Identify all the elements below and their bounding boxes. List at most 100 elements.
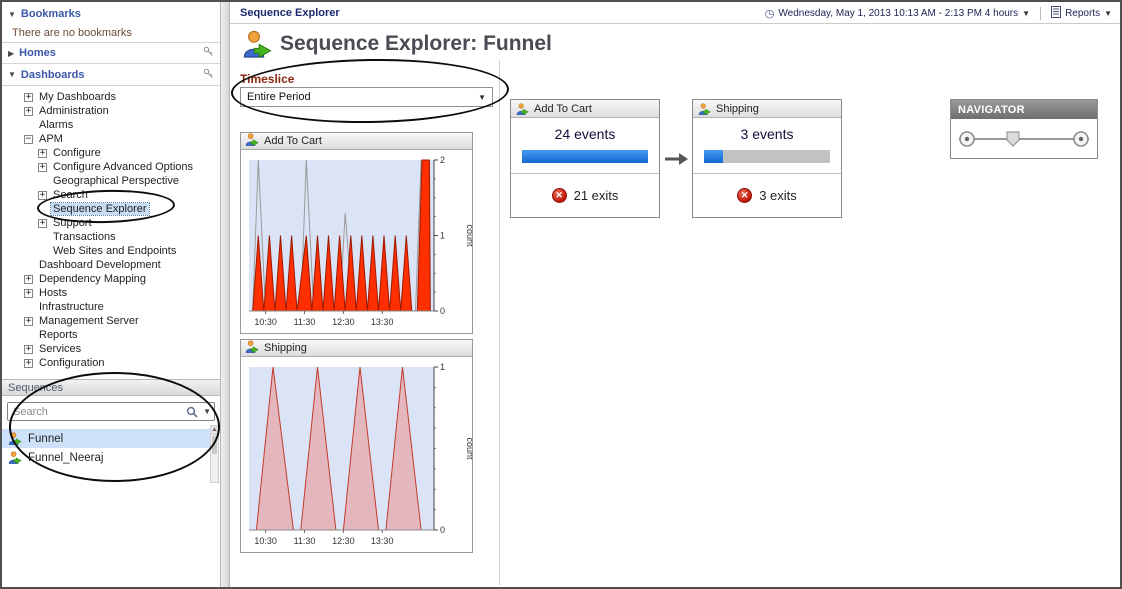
tree-item-label: Web Sites and Endpoints	[53, 245, 177, 257]
homes-section-header[interactable]: ▶ Homes	[2, 42, 220, 64]
tree-item-apm[interactable]: − APM	[2, 132, 220, 146]
funnel-exits-count: 21 exits	[573, 188, 619, 203]
tree-item-label: Search	[53, 189, 88, 201]
dashboards-tree: + My Dashboards + Administration Alarms − APM +…	[2, 86, 220, 370]
scrollbar-thumb[interactable]	[212, 436, 217, 454]
tree-item-label: Administration	[39, 105, 109, 117]
area-chart: 0 1 2 10:30 11:30 12:30 13:30 count	[249, 155, 472, 327]
tree-item-management-server[interactable]: + Management Server	[2, 314, 220, 328]
sequence-explorer-icon	[242, 30, 272, 63]
section-tool-icon[interactable]	[203, 68, 214, 82]
tree-item-administration[interactable]: + Administration	[2, 104, 220, 118]
tree-item-services[interactable]: + Services	[2, 342, 220, 356]
triangle-down-icon: ▼	[8, 9, 16, 19]
tree-item-infrastructure[interactable]: Infrastructure	[2, 300, 220, 314]
sequence-person-icon	[516, 102, 529, 115]
bookmarks-section-header[interactable]: ▼ Bookmarks	[2, 4, 220, 24]
tree-item-label: Dependency Mapping	[39, 273, 147, 285]
tree-item-reports[interactable]: Reports	[2, 328, 220, 342]
reports-button[interactable]: Reports	[1065, 7, 1101, 19]
expand-icon[interactable]: +	[38, 217, 47, 228]
expand-icon[interactable]: +	[24, 105, 33, 116]
scroll-up-icon[interactable]: ▲	[211, 426, 218, 435]
tree-item-web-sites-and-endpoints[interactable]: Web Sites and Endpoints	[2, 244, 220, 258]
time-range-selector[interactable]: Wednesday, May 1, 2013 10:13 AM - 2:13 P…	[778, 7, 1019, 19]
expand-icon[interactable]: +	[24, 287, 33, 298]
section-tool-icon[interactable]	[203, 46, 214, 60]
slider-position-marker[interactable]	[1006, 131, 1020, 147]
sequence-step-icon	[245, 340, 259, 356]
funnel-events-count: 24 events	[554, 126, 616, 142]
funnel-progress-bar	[704, 150, 830, 163]
chevron-down-icon[interactable]: ▼	[1104, 8, 1112, 18]
svg-text:1: 1	[440, 362, 445, 372]
expand-icon[interactable]: +	[38, 147, 47, 158]
expand-icon[interactable]: +	[38, 161, 47, 172]
sidebar: ▼ Bookmarks There are no bookmarks ▶ Hom…	[2, 2, 220, 587]
chart-title: Shipping	[264, 342, 307, 354]
sequence-person-icon	[245, 133, 259, 147]
svg-text:10:30: 10:30	[254, 317, 277, 327]
funnel-step-title: Shipping	[716, 102, 759, 115]
search-icon[interactable]	[186, 406, 198, 421]
homes-header-label: Homes	[19, 47, 56, 59]
chart-panel-header[interactable]: Add To Cart	[241, 133, 472, 150]
svg-text:count: count	[465, 224, 472, 247]
funnel-progress-fill	[522, 150, 648, 163]
svg-text:13:30: 13:30	[371, 317, 394, 327]
search-input[interactable]	[8, 403, 178, 420]
expand-icon[interactable]: +	[38, 189, 47, 200]
tree-item-geographical-perspective[interactable]: Geographical Perspective	[2, 174, 220, 188]
triangle-right-icon: ▶	[8, 48, 15, 58]
tree-item-alarms[interactable]: Alarms	[2, 118, 220, 132]
funnel-exits-row: ✕ 21 exits	[511, 173, 659, 217]
funnel-step-shipping[interactable]: Shipping 3 events ✕ 3 exits	[692, 99, 842, 218]
tree-item-support[interactable]: + Support	[2, 216, 220, 230]
collapse-icon[interactable]: −	[24, 133, 33, 144]
tree-item-configure-advanced-options[interactable]: + Configure Advanced Options	[2, 160, 220, 174]
reports-icon	[1051, 5, 1062, 21]
tree-item-sequence-explorer[interactable]: Sequence Explorer	[2, 202, 220, 216]
sequences-scrollbar[interactable]: ▲	[210, 425, 219, 483]
sidebar-splitter[interactable]	[220, 2, 230, 587]
expand-icon[interactable]: +	[24, 273, 33, 284]
expand-icon[interactable]: +	[24, 357, 33, 368]
tree-item-my-dashboards[interactable]: + My Dashboards	[2, 90, 220, 104]
tree-item-search[interactable]: + Search	[2, 188, 220, 202]
svg-text:13:30: 13:30	[371, 536, 394, 546]
tree-item-label: Infrastructure	[39, 301, 104, 313]
dashboards-section-header[interactable]: ▼ Dashboards	[2, 64, 220, 86]
main-topbar: Sequence Explorer ◷ Wednesday, May 1, 20…	[230, 2, 1120, 24]
chart-panel-header[interactable]: Shipping	[241, 340, 472, 357]
bookmarks-empty-text: There are no bookmarks	[12, 27, 132, 39]
tree-item-label: Reports	[39, 329, 78, 341]
sequence-person-icon	[698, 102, 711, 115]
funnel-step-add-to-cart[interactable]: Add To Cart 24 events ✕ 21 exits	[510, 99, 660, 218]
tree-item-label: My Dashboards	[39, 91, 117, 103]
chevron-down-icon[interactable]: ▼	[203, 407, 211, 416]
tree-item-dependency-mapping[interactable]: + Dependency Mapping	[2, 272, 220, 286]
topbar-controls: ◷ Wednesday, May 1, 2013 10:13 AM - 2:13…	[765, 2, 1112, 24]
funnel-events-count: 3 events	[740, 126, 794, 142]
sequence-item-funnel[interactable]: Funnel	[2, 429, 210, 448]
tree-item-configure[interactable]: + Configure	[2, 146, 220, 160]
expand-icon[interactable]: +	[24, 343, 33, 354]
svg-text:12:30: 12:30	[332, 317, 355, 327]
tree-item-configuration[interactable]: + Configuration	[2, 356, 220, 370]
content-divider	[499, 60, 500, 585]
svg-text:11:30: 11:30	[294, 317, 316, 327]
funnel-exits-row: ✕ 3 exits	[693, 173, 841, 217]
tree-item-transactions[interactable]: Transactions	[2, 230, 220, 244]
tree-item-dashboard-development[interactable]: Dashboard Development	[2, 258, 220, 272]
exit-error-icon: ✕	[551, 188, 567, 203]
tree-item-label: Configuration	[39, 357, 105, 369]
navigator-slider[interactable]	[951, 119, 1097, 158]
funnel-progress-fill	[704, 150, 723, 163]
sequence-item-funnel-neeraj[interactable]: Funnel_Neeraj	[2, 448, 210, 467]
expand-icon[interactable]: +	[24, 91, 33, 102]
chevron-down-icon[interactable]: ▼	[1022, 8, 1031, 18]
tree-item-hosts[interactable]: + Hosts	[2, 286, 220, 300]
timeslice-dropdown[interactable]: Entire Period ▼	[240, 87, 493, 107]
expand-icon[interactable]: +	[24, 315, 33, 326]
divider	[1040, 6, 1042, 20]
